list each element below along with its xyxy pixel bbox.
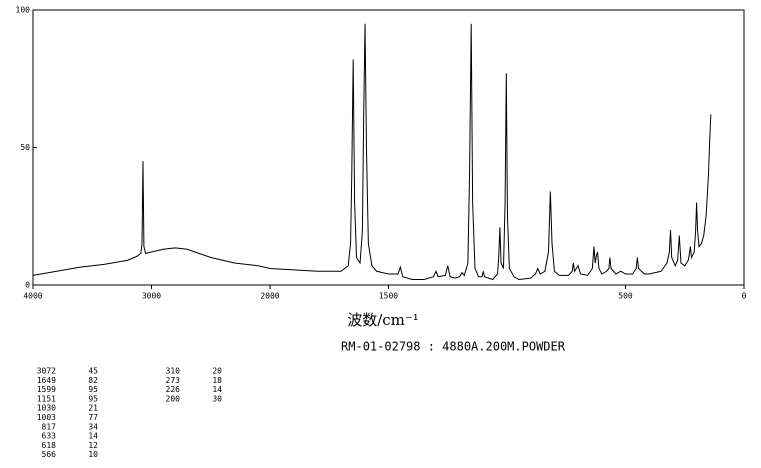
peak-intensity: 30 [212, 394, 222, 403]
x-tick-label: 4000 [23, 292, 42, 301]
peak-wavenumber: 200 [166, 394, 181, 403]
peak-intensity: 77 [88, 413, 98, 422]
peak-intensity: 12 [88, 441, 98, 450]
y-tick-label: 100 [16, 6, 31, 15]
x-axis-label: 波数/cm⁻¹ [347, 311, 419, 329]
peak-wavenumber: 1599 [37, 385, 56, 394]
peak-intensity: 14 [212, 385, 222, 394]
peak-intensity: 95 [88, 385, 98, 394]
peak-intensity: 21 [88, 404, 98, 413]
plot-frame [32, 9, 745, 286]
peak-intensity: 82 [88, 376, 98, 385]
x-tick-label: 500 [618, 292, 633, 301]
peak-wavenumber: 1649 [37, 376, 56, 385]
peak-wavenumber: 1003 [37, 413, 56, 422]
peak-wavenumber: 633 [42, 432, 57, 441]
peak-wavenumber: 1151 [37, 394, 56, 403]
peak-wavenumber: 310 [166, 367, 181, 376]
peak-wavenumber: 566 [42, 450, 57, 459]
y-tick-label: 0 [25, 281, 30, 290]
x-tick-label: 1500 [379, 292, 398, 301]
peak-intensity: 14 [88, 432, 98, 441]
peak-intensity: 34 [88, 422, 98, 431]
peak-intensity: 18 [212, 376, 222, 385]
x-tick-label: 0 [742, 292, 747, 301]
subtitle: RM-01-02798 : 4880A.200M.POWDER [341, 340, 566, 354]
peak-wavenumber: 1030 [37, 404, 56, 413]
peak-wavenumber: 618 [42, 441, 57, 450]
y-tick-label: 50 [20, 143, 30, 152]
x-tick-label: 3000 [142, 292, 161, 301]
peak-wavenumber: 226 [166, 385, 181, 394]
peak-intensity: 10 [88, 450, 98, 459]
peak-intensity: 20 [212, 367, 222, 376]
peak-intensity: 95 [88, 394, 98, 403]
peak-wavenumber: 3072 [37, 367, 56, 376]
spectrum-line [32, 23, 712, 281]
peak-wavenumber: 817 [42, 422, 57, 431]
peak-wavenumber: 273 [166, 376, 181, 385]
x-tick-label: 2000 [260, 292, 279, 301]
peak-intensity: 45 [88, 367, 98, 376]
